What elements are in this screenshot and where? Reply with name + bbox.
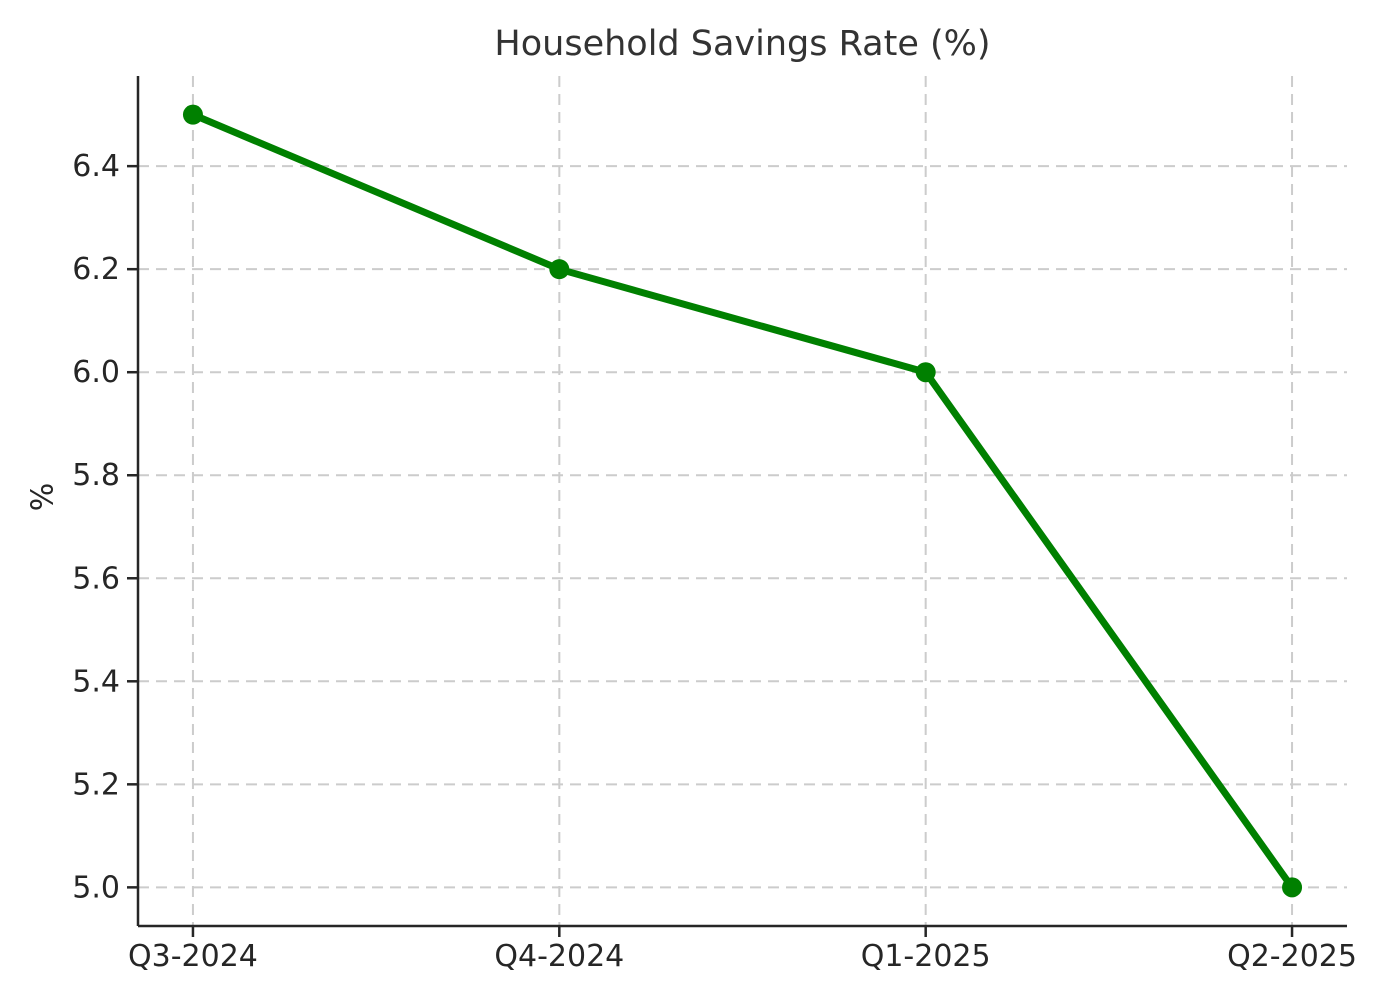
y-tick-label: 5.6 [72, 561, 120, 596]
x-tick-label: Q2-2025 [1227, 939, 1357, 974]
data-point-marker [182, 104, 203, 125]
data-point-marker [915, 362, 936, 383]
y-tick-label: 5.2 [72, 767, 120, 802]
y-tick-label: 5.8 [72, 458, 120, 493]
y-tick-label: 6.2 [72, 252, 120, 287]
y-tick-label: 6.0 [72, 355, 120, 390]
data-point-marker [549, 259, 570, 280]
x-tick-label: Q1-2025 [861, 939, 991, 974]
x-tick-label: Q3-2024 [128, 939, 258, 974]
chart-title: Household Savings Rate (%) [494, 24, 991, 64]
data-line [189, 111, 1296, 891]
y-tick-label: 6.4 [72, 149, 120, 184]
y-tick-label: 5.0 [72, 870, 120, 905]
x-tick-label: Q4-2024 [494, 939, 624, 974]
y-tick-label: 5.4 [72, 664, 120, 699]
data-point-marker [1282, 877, 1303, 898]
